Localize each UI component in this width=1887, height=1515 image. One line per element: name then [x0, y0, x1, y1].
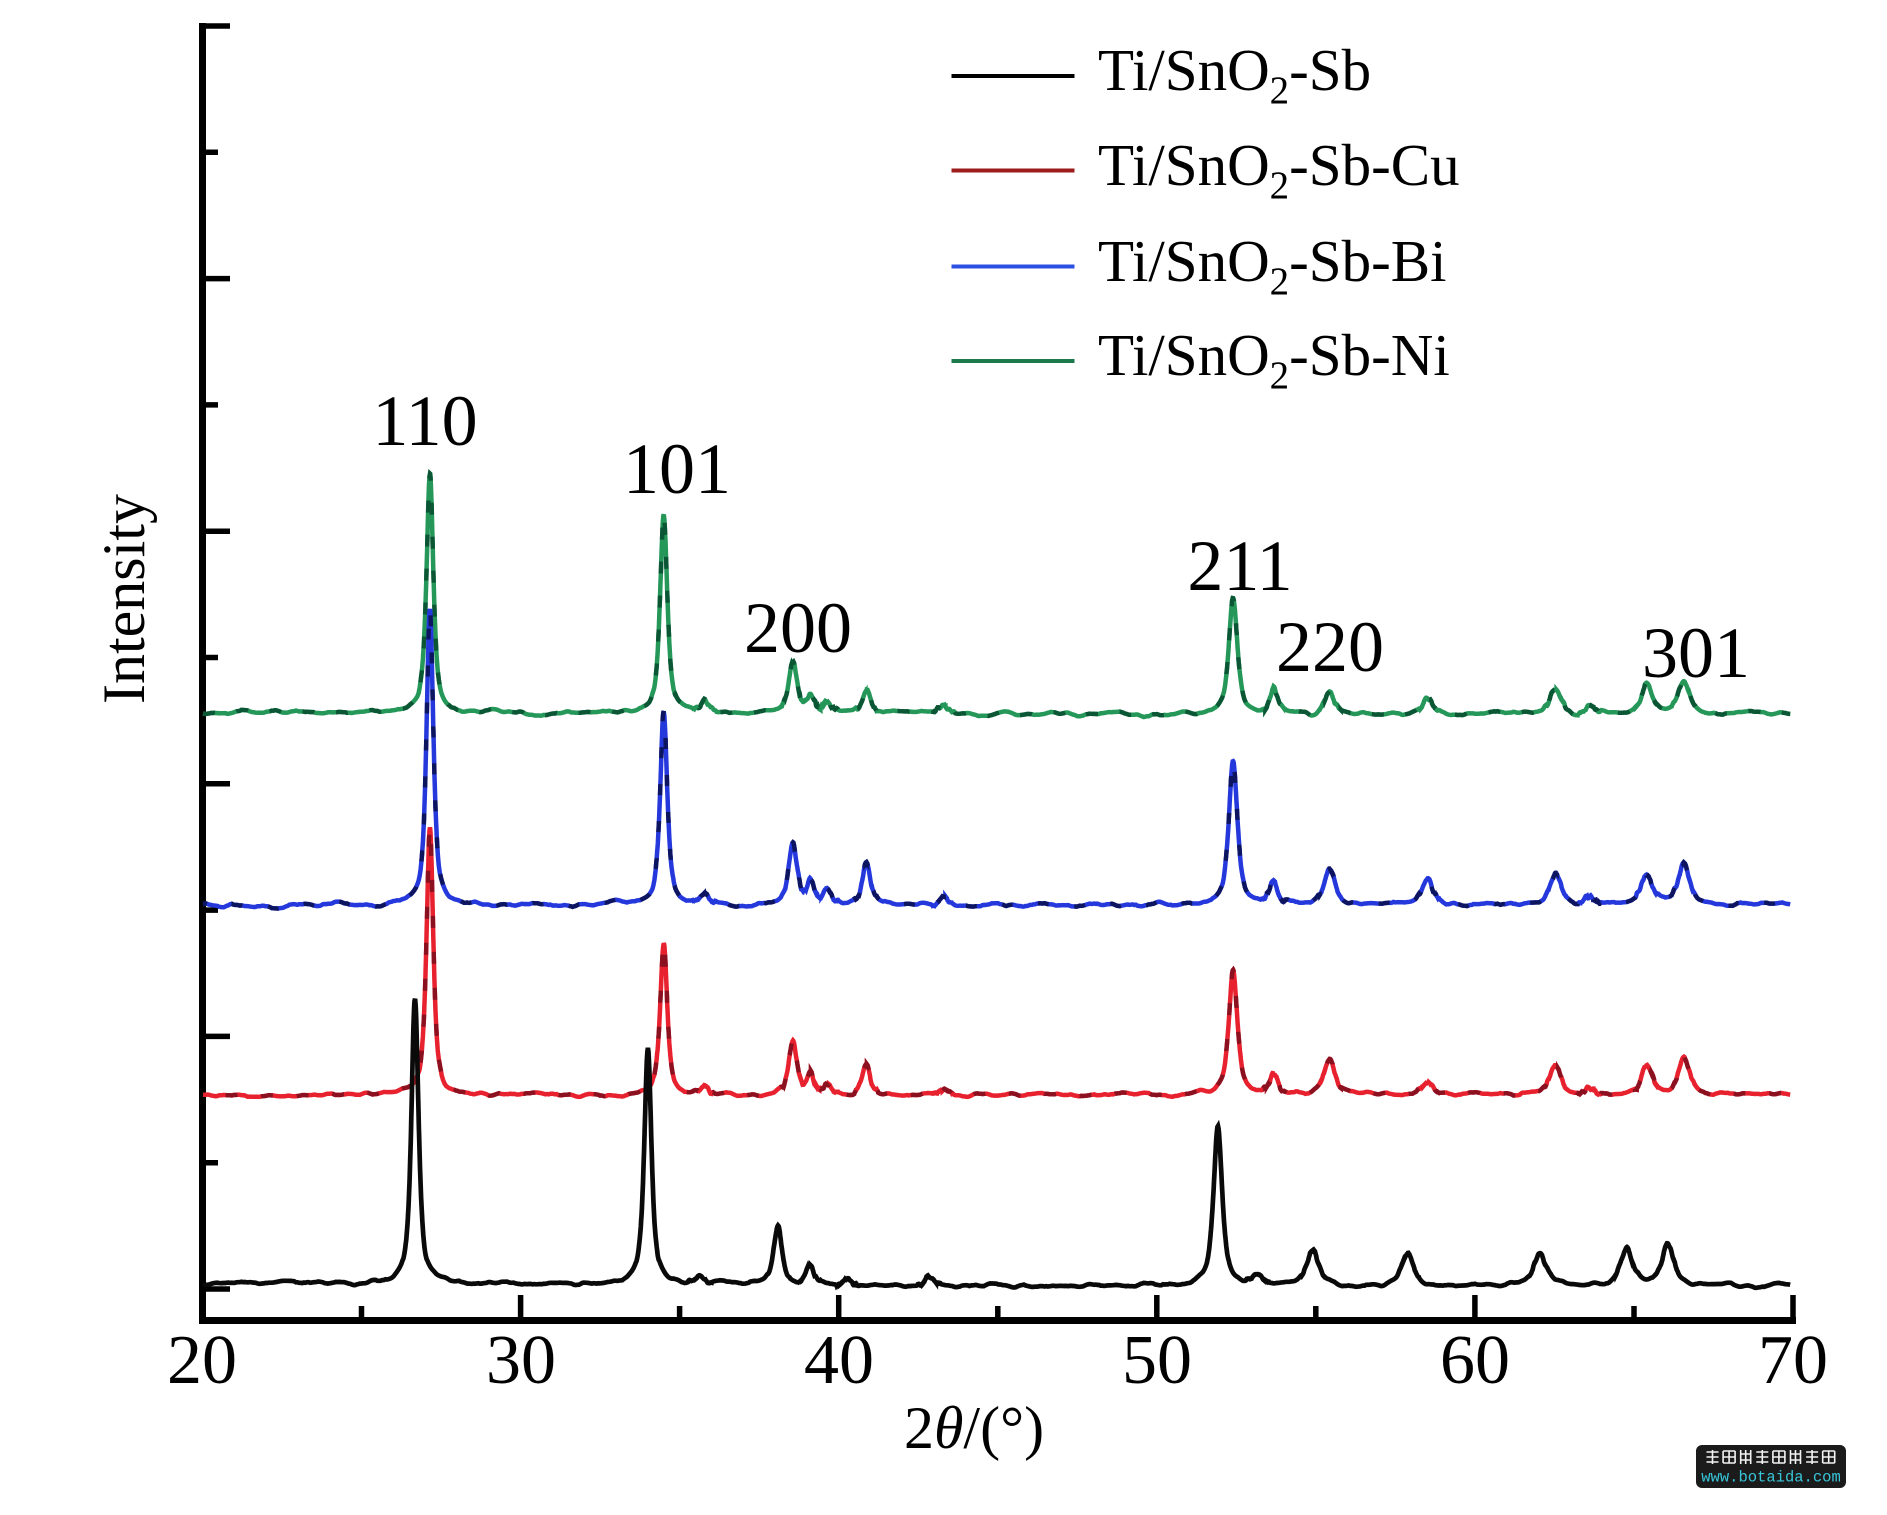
svg-text:www.botaida.com: www.botaida.com — [1701, 1469, 1841, 1487]
